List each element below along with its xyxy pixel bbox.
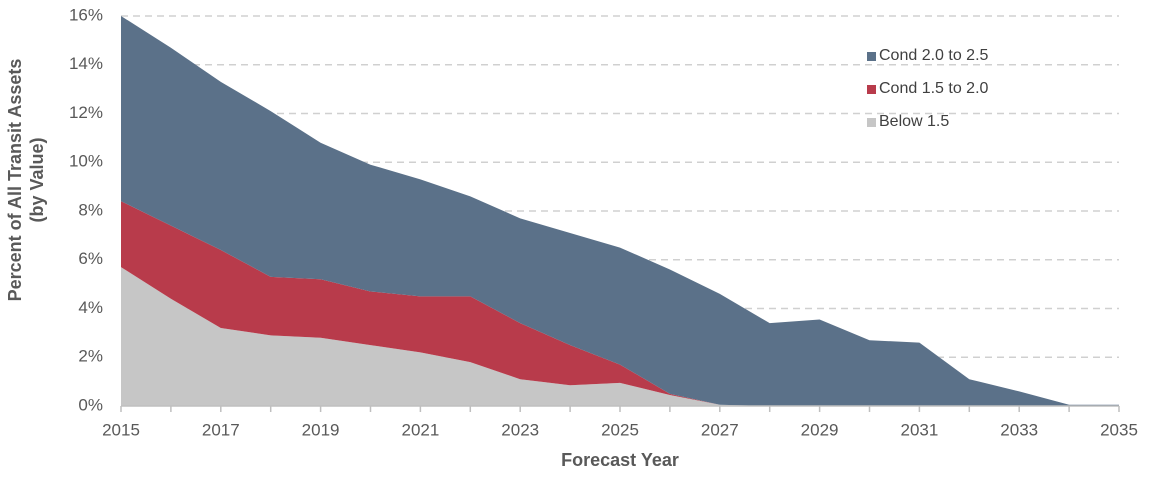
x-tick-label: 2025 (601, 420, 639, 439)
x-tick-label: 2019 (302, 420, 340, 439)
x-tick-label: 2035 (1100, 420, 1138, 439)
y-tick-label: 2% (78, 347, 103, 366)
x-tick-label: 2015 (102, 420, 140, 439)
legend-label: Below 1.5 (879, 113, 949, 130)
y-tick-label: 16% (69, 5, 103, 24)
x-tick-label: 2033 (1000, 420, 1038, 439)
y-tick-label: 14% (69, 54, 103, 73)
y-axis-title: (by Value) (27, 137, 47, 222)
y-tick-label: 4% (78, 298, 103, 317)
x-tick-label: 2031 (900, 420, 938, 439)
y-axis-title: Percent of All Transit Assets (5, 59, 25, 302)
legend-swatch (867, 52, 876, 61)
x-axis-title: Forecast Year (561, 450, 679, 470)
y-tick-label: 6% (78, 249, 103, 268)
y-tick-label: 10% (69, 152, 103, 171)
x-tick-label: 2017 (202, 420, 240, 439)
x-tick-label: 2029 (801, 420, 839, 439)
x-tick-label: 2027 (701, 420, 739, 439)
area (121, 16, 1119, 406)
legend-label: Cond 1.5 to 2.0 (879, 80, 989, 97)
area (121, 267, 1119, 406)
legend-label: Cond 2.0 to 2.5 (879, 47, 989, 64)
x-tick-label: 2021 (401, 420, 439, 439)
y-tick-label: 8% (78, 200, 103, 219)
legend-swatch (867, 85, 876, 94)
y-tick-label: 12% (69, 103, 103, 122)
legend-swatch (867, 118, 876, 127)
x-tick-label: 2023 (501, 420, 539, 439)
y-tick-label: 0% (78, 395, 103, 414)
area (121, 201, 1119, 406)
